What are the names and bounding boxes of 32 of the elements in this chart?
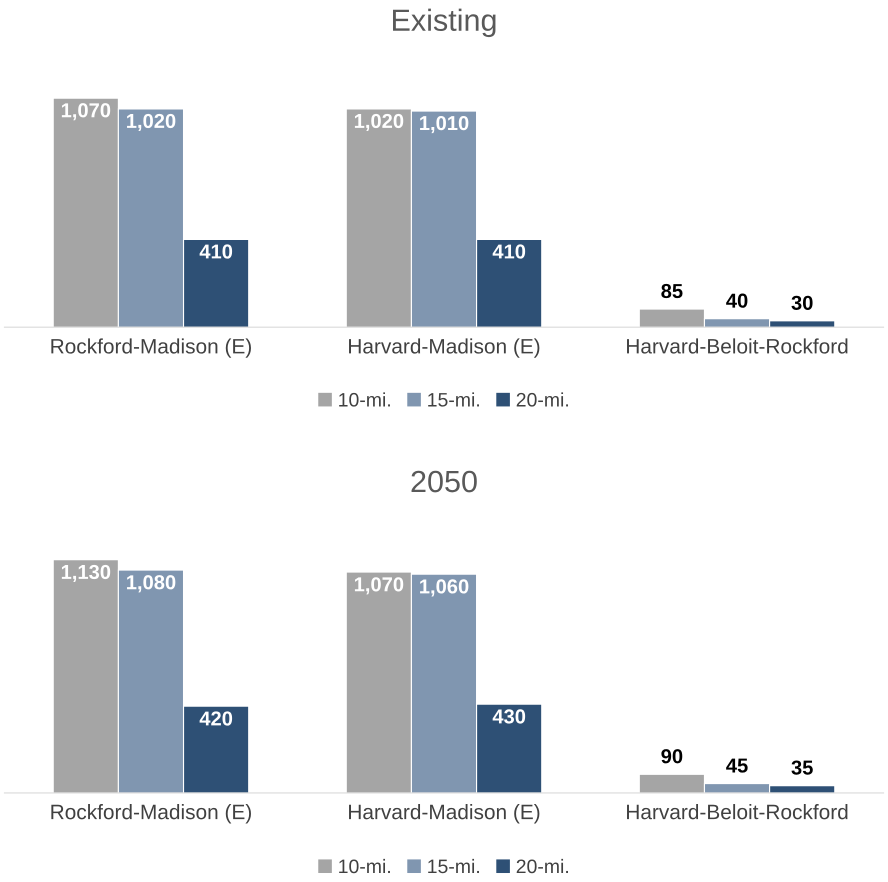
data-label: 1,020 — [354, 114, 404, 132]
data-label: 40 — [726, 294, 748, 308]
x-tick-label: Rockford-Madison (E) — [51, 338, 251, 358]
data-label: 1,130 — [62, 564, 110, 582]
data-label: 85 — [661, 284, 683, 298]
legend-label: 20-mi. — [516, 392, 568, 407]
data-label: 410 — [200, 244, 232, 259]
data-label: 1,080 — [127, 575, 176, 592]
data-label: 35 — [791, 760, 813, 775]
x-tick-label: Harvard-Madison (E) — [349, 804, 540, 824]
data-label: 1,060 — [420, 579, 468, 596]
x-tick-label: Rockford-Madison (E) — [51, 804, 251, 824]
legend-label: 10-mi. — [339, 858, 390, 874]
data-label: 1,070 — [354, 577, 404, 594]
legend-label: 15-mi. — [428, 392, 479, 407]
legend-label: 15-mi. — [428, 858, 479, 874]
chart-title: Existing — [393, 8, 496, 38]
data-label: 1,020 — [127, 114, 176, 132]
data-label: 430 — [492, 709, 526, 724]
data-label: 1,010 — [420, 116, 468, 134]
data-label: 1,070 — [62, 103, 110, 120]
data-label: 420 — [200, 711, 232, 726]
data-label: 410 — [492, 244, 526, 259]
legend-label: 10-mi. — [339, 392, 390, 407]
legend-label: 20-mi. — [516, 858, 568, 874]
x-tick-label: Harvard-Beloit-Rockford — [627, 804, 848, 820]
chart-title: 2050 — [412, 470, 477, 492]
x-tick-label: Harvard-Beloit-Rockford — [627, 338, 848, 354]
data-label: 90 — [661, 749, 682, 764]
data-label: 45 — [726, 758, 748, 773]
x-tick-label: Harvard-Madison (E) — [349, 338, 540, 358]
data-label: 30 — [791, 296, 813, 310]
